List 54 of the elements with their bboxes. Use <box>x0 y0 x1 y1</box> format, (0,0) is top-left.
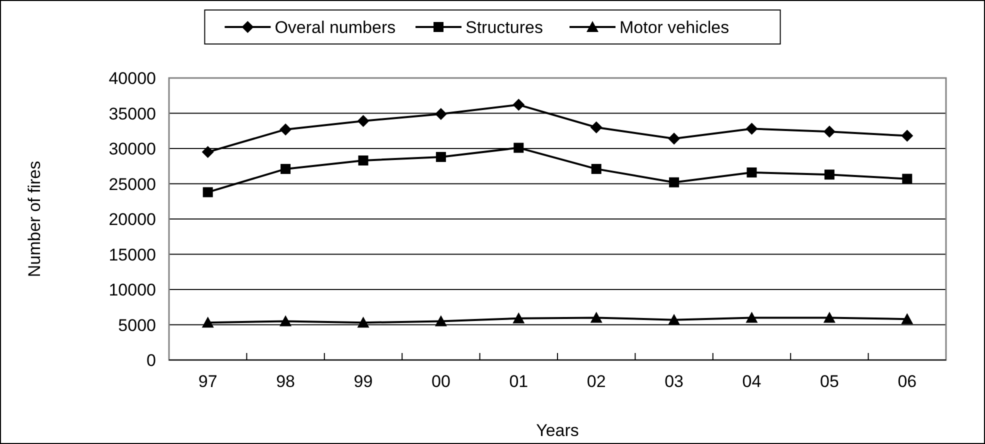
point <box>512 98 525 111</box>
point <box>668 314 680 325</box>
point <box>590 121 602 134</box>
y-axis-title: Number of fires <box>25 160 44 278</box>
x-tick-label: 04 <box>742 372 762 391</box>
y-tick-label: 40000 <box>108 69 156 88</box>
point <box>202 316 214 328</box>
point <box>202 146 214 158</box>
y-tick-label: 30000 <box>108 140 156 158</box>
point <box>901 313 914 324</box>
x-axis-title: Years <box>536 421 579 440</box>
point <box>591 164 602 174</box>
y-tick-label: 5000 <box>118 316 156 335</box>
y-tick-label: 25000 <box>108 174 156 194</box>
point <box>746 312 758 323</box>
point <box>358 155 368 166</box>
point <box>823 126 836 138</box>
point <box>902 174 912 184</box>
point <box>280 315 292 326</box>
x-tick-label: 00 <box>431 372 450 391</box>
point <box>436 152 446 162</box>
x-tick-label: 05 <box>820 372 839 391</box>
point <box>746 122 758 135</box>
y-tick-label: 15000 <box>108 245 156 264</box>
x-tick-label: 98 <box>276 372 296 391</box>
point <box>280 123 292 136</box>
point <box>514 142 524 153</box>
point <box>202 187 213 198</box>
point <box>357 316 370 328</box>
point <box>434 315 447 326</box>
point <box>746 167 757 178</box>
legend-label: Overal numbers <box>274 18 396 37</box>
x-tick-label: 99 <box>354 372 373 391</box>
point <box>280 164 291 174</box>
legend-label: Structures <box>466 18 543 37</box>
point <box>823 312 836 323</box>
y-tick-label: 35000 <box>108 104 156 124</box>
point <box>669 177 680 188</box>
point <box>824 170 834 180</box>
x-tick-label: 01 <box>509 372 528 391</box>
point <box>512 312 525 324</box>
point <box>434 108 447 120</box>
point <box>668 132 680 145</box>
y-tick-label: 20000 <box>108 210 156 229</box>
x-tick-label: 06 <box>898 372 917 391</box>
y-tick-label: 10000 <box>108 280 156 300</box>
x-tick-label: 03 <box>664 372 684 391</box>
y-tick-label: 0 <box>146 351 156 370</box>
point <box>901 130 914 142</box>
x-tick-label: 02 <box>586 372 606 391</box>
point <box>590 312 602 323</box>
legend-label: Motor vehicles <box>620 18 730 37</box>
point <box>357 115 370 128</box>
x-tick-label: 97 <box>198 372 218 391</box>
